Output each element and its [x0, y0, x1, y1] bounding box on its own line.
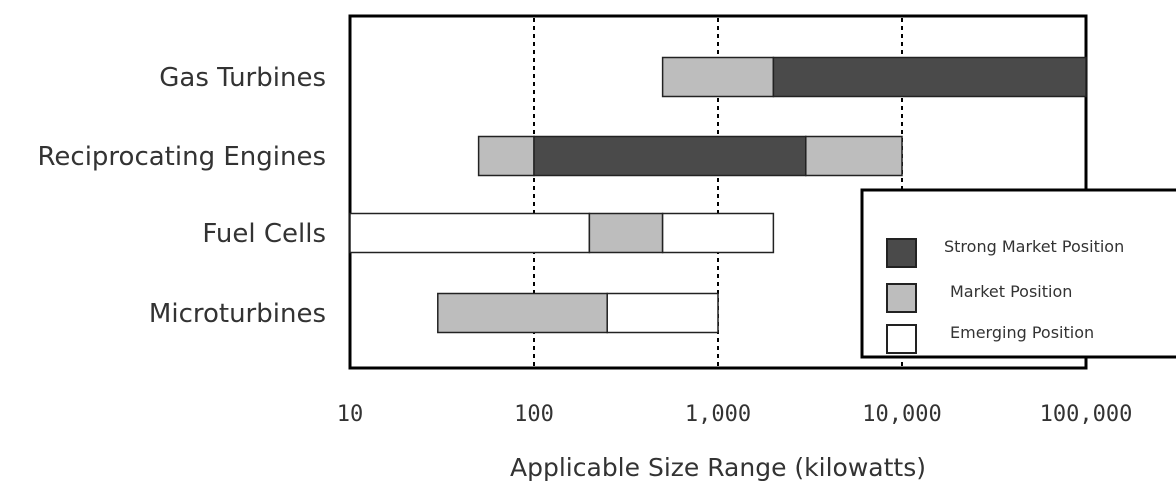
bar-segment-reciprocating-engines-strong-1 — [533, 135, 807, 177]
bar-segment-gas-turbines-market-0 — [661, 56, 775, 98]
category-label: Reciprocating Engines — [38, 142, 327, 172]
x-axis-title: Applicable Size Range (kilowatts) — [510, 453, 926, 482]
x-tick-label: 100 — [514, 402, 554, 427]
legend-swatch-strong — [886, 238, 917, 268]
bar-segment-reciprocating-engines-market-0 — [477, 135, 535, 177]
category-label: Fuel Cells — [202, 219, 326, 249]
legend-swatch-market — [886, 283, 917, 313]
x-tick-label: 1,000 — [685, 402, 751, 427]
category-labels: Gas Turbines Reciprocating Engines Fuel Ce… — [38, 63, 327, 329]
bar-segment-fuel-cells-emerging-2 — [661, 212, 775, 254]
x-tick-label: 100,000 — [1040, 402, 1133, 427]
x-tick-label: 10,000 — [862, 402, 941, 427]
bars — [349, 56, 1087, 334]
legend-label-market: Market Position — [950, 282, 1072, 301]
bar-segment-fuel-cells-market-1 — [588, 212, 664, 254]
bar-segment-fuel-cells-emerging-0 — [349, 212, 591, 254]
x-tick-labels: 10 100 1,000 10,000 100,000 — [337, 402, 1133, 427]
legend-label-emerging: Emerging Position — [950, 323, 1094, 342]
legend: Strong Market Position Market Position Eme… — [860, 188, 1176, 359]
bar-segment-reciprocating-engines-market-2 — [805, 135, 903, 177]
category-label: Microturbines — [149, 299, 326, 329]
category-label: Gas Turbines — [159, 63, 326, 93]
legend-label-strong: Strong Market Position — [944, 237, 1124, 256]
legend-swatch-emerging — [886, 324, 917, 354]
x-tick-label: 10 — [337, 402, 364, 427]
bar-segment-gas-turbines-strong-1 — [772, 56, 1087, 98]
bar-segment-microturbines-market-0 — [437, 292, 608, 334]
bar-segment-microturbines-emerging-1 — [606, 292, 719, 334]
